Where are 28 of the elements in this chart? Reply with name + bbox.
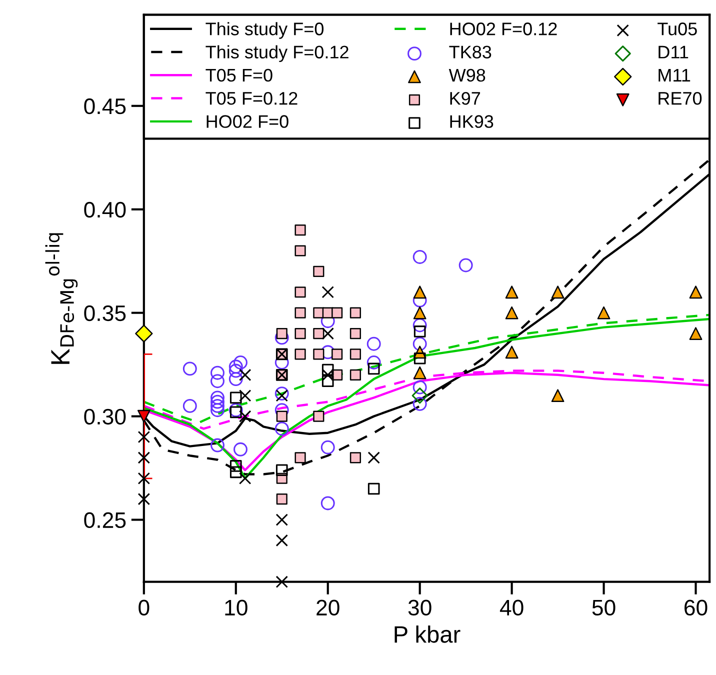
legend-label: This study F=0 [206, 22, 324, 39]
legend-label: HO02 F=0 [206, 115, 288, 128]
x-tick-label: 0 [138, 600, 150, 616]
x-tick-label: 40 [500, 600, 524, 616]
legend-label: D11 [658, 46, 688, 58]
legend-label: K97 [450, 92, 480, 105]
x-tick-label: 10 [225, 600, 248, 616]
legend-label: HK93 [450, 115, 494, 128]
legend-label: TK83 [449, 46, 492, 58]
legend-label: T05 F=0 [206, 68, 272, 82]
y-tick-label: 0.30 [84, 408, 126, 425]
x-tick-label: 20 [316, 600, 340, 616]
legend-label: This study F=0.12 [206, 45, 348, 62]
legend-label: T05 F=0.12 [206, 92, 298, 105]
legend-label: Tu05 [658, 22, 697, 36]
y-tick-label: 0.25 [84, 512, 126, 528]
x-tick-label: 50 [592, 600, 616, 616]
y-axis-title: K$_{DFe-Mg}$$^{ol-liq}$ [45, 233, 78, 364]
y-tick-label: 0.45 [84, 98, 126, 114]
x-axis-title: P kbar [394, 625, 460, 643]
legend-label: RE70 [658, 92, 702, 105]
legend-label: M11 [658, 69, 690, 82]
legend-label: HO02 F=0.12 [450, 22, 557, 36]
legend-label: W98 [448, 68, 486, 82]
y-tick-label: 0.40 [84, 202, 126, 218]
x-tick-label: 30 [408, 600, 432, 616]
x-tick-label: 60 [684, 600, 708, 616]
y-tick-label: 0.35 [84, 305, 126, 322]
